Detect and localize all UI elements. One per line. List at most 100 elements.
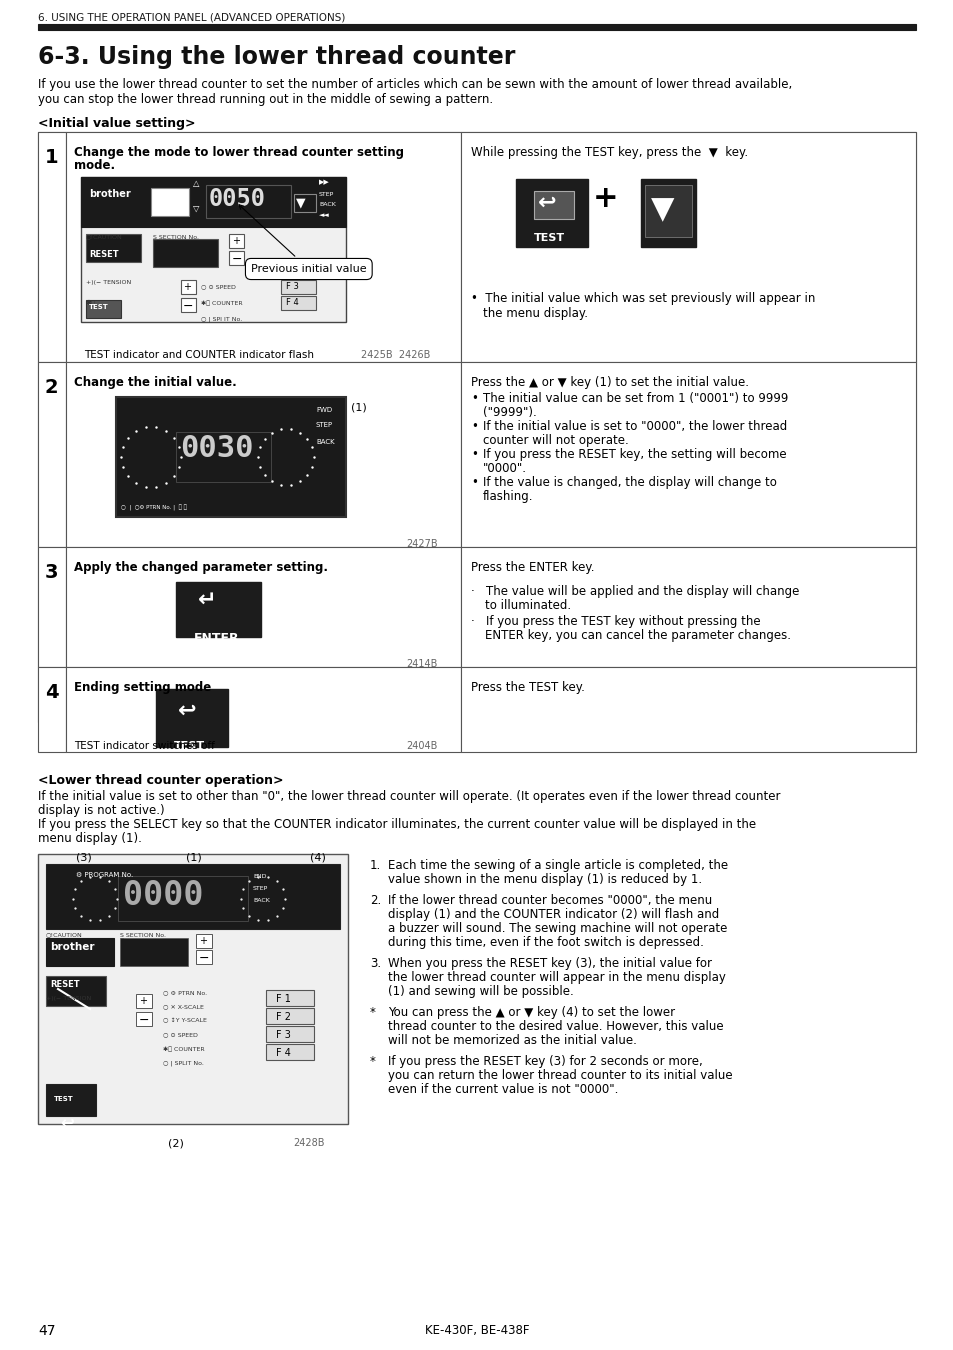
Text: 3: 3: [45, 563, 58, 582]
Text: ENTER: ENTER: [193, 632, 239, 645]
Text: −: −: [139, 1014, 150, 1027]
Text: menu display (1).: menu display (1).: [38, 832, 142, 845]
Text: value shown in the menu display (1) is reduced by 1.: value shown in the menu display (1) is r…: [388, 873, 701, 886]
Text: Press the ENTER key.: Press the ENTER key.: [471, 562, 594, 574]
Text: *: *: [370, 1054, 375, 1068]
Text: ○ ↕Y Y-SCALE: ○ ↕Y Y-SCALE: [163, 1018, 207, 1023]
Text: The initial value can be set from 1 ("0001") to 9999: The initial value can be set from 1 ("00…: [482, 392, 787, 405]
Text: will not be memorized as the initial value.: will not be memorized as the initial val…: [388, 1034, 637, 1048]
Text: 0000: 0000: [123, 879, 203, 913]
Bar: [640, 180, 696, 247]
Bar: [181, 298, 195, 312]
Bar: [38, 855, 348, 1125]
Bar: [38, 24, 915, 30]
Bar: [136, 994, 152, 1008]
Bar: [294, 194, 315, 212]
Bar: [175, 582, 261, 637]
Bar: [460, 132, 915, 362]
Text: 6. USING THE OPERATION PANEL (ADVANCED OPERATIONS): 6. USING THE OPERATION PANEL (ADVANCED O…: [38, 12, 345, 22]
Text: 6-3. Using the lower thread counter: 6-3. Using the lower thread counter: [38, 45, 515, 69]
Bar: [38, 132, 915, 722]
Bar: [229, 251, 244, 265]
Text: ·   The value will be applied and the display will change: · The value will be applied and the disp…: [471, 585, 799, 598]
Bar: [81, 177, 346, 323]
Text: ○ | SPLIT No.: ○ | SPLIT No.: [163, 1060, 204, 1065]
Text: counter will not operate.: counter will not operate.: [482, 433, 628, 447]
Text: even if the current value is not "0000".: even if the current value is not "0000".: [388, 1083, 618, 1096]
Text: (2): (2): [168, 1138, 184, 1148]
Text: While pressing the TEST key, press the  ▼  key.: While pressing the TEST key, press the ▼…: [471, 146, 747, 159]
Text: the menu display.: the menu display.: [482, 306, 587, 320]
Bar: [266, 1008, 314, 1025]
Text: Press the ▲ or ▼ key (1) to set the initial value.: Press the ▲ or ▼ key (1) to set the init…: [471, 377, 748, 389]
Text: TEST: TEST: [54, 1096, 73, 1102]
Bar: [66, 547, 460, 667]
Text: 4: 4: [45, 683, 58, 702]
Bar: [38, 132, 66, 362]
Bar: [66, 132, 460, 362]
Text: 2404B: 2404B: [406, 741, 436, 751]
Bar: [266, 1026, 314, 1042]
Bar: [46, 1084, 96, 1116]
Bar: [38, 362, 66, 547]
Text: 2428B: 2428B: [293, 1138, 324, 1148]
Text: STEP: STEP: [318, 192, 334, 197]
Text: 1.: 1.: [370, 859, 381, 872]
Text: Change the initial value.: Change the initial value.: [74, 377, 236, 389]
Text: ·   If you press the TEST key without pressing the: · If you press the TEST key without pres…: [471, 616, 760, 628]
Text: 2427B: 2427B: [406, 539, 437, 549]
Text: F 4: F 4: [275, 1048, 291, 1058]
Text: ("9999").: ("9999").: [482, 406, 537, 418]
Bar: [266, 990, 314, 1006]
Text: ⚙ PROGRAM No.: ⚙ PROGRAM No.: [76, 872, 133, 878]
Text: When you press the RESET key (3), the initial value for: When you press the RESET key (3), the in…: [388, 957, 711, 971]
Text: If the initial value is set to "0000", the lower thread: If the initial value is set to "0000", t…: [482, 420, 786, 433]
Bar: [460, 667, 915, 752]
Text: 2.: 2.: [370, 894, 381, 907]
Bar: [516, 180, 587, 247]
Text: <Lower thread counter operation>: <Lower thread counter operation>: [38, 774, 283, 787]
Text: 0030: 0030: [180, 433, 253, 463]
Text: If the initial value is set to other than "0", the lower thread counter will ope: If the initial value is set to other tha…: [38, 790, 780, 803]
Text: (1): (1): [186, 852, 201, 863]
Text: +: +: [593, 184, 618, 213]
Text: ✱⬛: ✱⬛: [86, 298, 96, 305]
Text: ○  |  ○⚙ PTRN No. |  ⬜ ⬜: ○ | ○⚙ PTRN No. | ⬜ ⬜: [121, 505, 187, 512]
Text: Ending setting mode: Ending setting mode: [74, 680, 211, 694]
Text: Change the mode to lower thread counter setting: Change the mode to lower thread counter …: [74, 146, 403, 159]
Text: you can stop the lower thread running out in the middle of sewing a pattern.: you can stop the lower thread running ou…: [38, 93, 493, 107]
Bar: [136, 1012, 152, 1026]
Text: RESET: RESET: [50, 980, 79, 990]
Bar: [46, 864, 339, 929]
Text: Press the TEST key.: Press the TEST key.: [471, 680, 584, 694]
Bar: [195, 934, 212, 948]
Text: 47: 47: [38, 1324, 55, 1338]
Bar: [266, 1044, 314, 1060]
Text: +: +: [199, 936, 207, 946]
Text: BACK: BACK: [253, 898, 270, 903]
Text: a buzzer will sound. The sewing machine will not operate: a buzzer will sound. The sewing machine …: [388, 922, 726, 936]
Text: S̲ SECTION No.: S̲ SECTION No.: [152, 234, 199, 240]
Bar: [116, 397, 346, 517]
Bar: [181, 279, 195, 294]
Text: ↩: ↩: [178, 701, 196, 721]
Text: ▼: ▼: [295, 196, 305, 209]
Text: −: −: [232, 252, 242, 266]
Text: F 2: F 2: [275, 1012, 291, 1022]
Text: ▽: ▽: [193, 204, 199, 213]
Text: you can return the lower thread counter to its initial value: you can return the lower thread counter …: [388, 1069, 732, 1081]
Text: ↩: ↩: [537, 193, 556, 213]
Text: F 4: F 4: [286, 298, 298, 306]
Text: 0050: 0050: [209, 188, 266, 211]
Text: TEST indicator switches off: TEST indicator switches off: [74, 741, 214, 751]
Text: •: •: [471, 448, 477, 460]
Text: ↵: ↵: [198, 590, 216, 610]
Bar: [86, 234, 141, 262]
Text: −: −: [183, 300, 193, 313]
Text: display (1) and the COUNTER indicator (2) will flash and: display (1) and the COUNTER indicator (2…: [388, 909, 719, 921]
Text: ENTER key, you can cancel the parameter changes.: ENTER key, you can cancel the parameter …: [484, 629, 790, 643]
Text: FWD: FWD: [315, 406, 332, 413]
Text: brother: brother: [50, 942, 94, 952]
Text: Each time the sewing of a single article is completed, the: Each time the sewing of a single article…: [388, 859, 727, 872]
Text: "0000".: "0000".: [482, 462, 526, 475]
